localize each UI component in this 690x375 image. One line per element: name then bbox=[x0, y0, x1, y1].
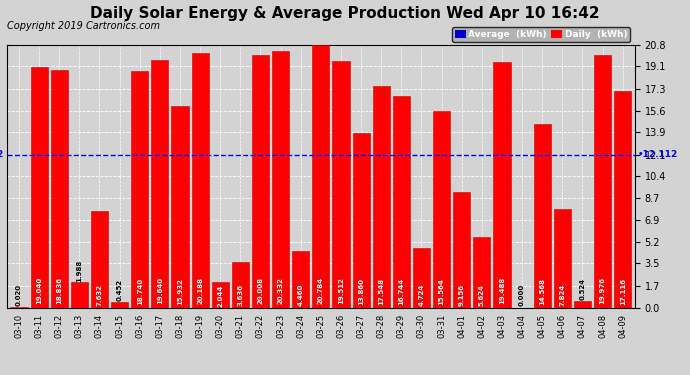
Text: 20.784: 20.784 bbox=[318, 277, 324, 304]
Text: 17.548: 17.548 bbox=[378, 278, 384, 304]
Bar bbox=[333, 61, 350, 308]
Text: 19.512: 19.512 bbox=[338, 278, 344, 304]
Bar bbox=[353, 133, 370, 308]
Bar bbox=[212, 282, 229, 308]
Bar bbox=[574, 301, 591, 307]
Text: 4.724: 4.724 bbox=[418, 284, 424, 306]
Text: 0.452: 0.452 bbox=[117, 279, 123, 301]
Text: 18.740: 18.740 bbox=[137, 277, 143, 304]
Bar bbox=[473, 237, 491, 308]
Bar bbox=[393, 96, 410, 308]
Bar bbox=[614, 92, 631, 308]
Text: 3.636: 3.636 bbox=[237, 284, 244, 306]
Text: 2.044: 2.044 bbox=[217, 284, 224, 307]
Text: 18.836: 18.836 bbox=[56, 278, 62, 304]
Text: •12.112: •12.112 bbox=[638, 150, 678, 159]
Text: 16.744: 16.744 bbox=[398, 278, 404, 305]
Text: 20.008: 20.008 bbox=[257, 278, 264, 304]
Bar bbox=[493, 62, 511, 308]
Text: 9.156: 9.156 bbox=[459, 284, 465, 306]
Text: 7.824: 7.824 bbox=[560, 284, 565, 306]
Text: 15.932: 15.932 bbox=[177, 278, 183, 305]
Text: Copyright 2019 Cartronics.com: Copyright 2019 Cartronics.com bbox=[7, 21, 160, 31]
Text: 0.524: 0.524 bbox=[580, 278, 586, 300]
Bar bbox=[252, 55, 269, 308]
Bar bbox=[171, 106, 188, 308]
Bar bbox=[192, 53, 208, 307]
Bar bbox=[50, 70, 68, 308]
Bar bbox=[131, 71, 148, 308]
Text: 1.988: 1.988 bbox=[77, 260, 82, 282]
Bar bbox=[91, 211, 108, 308]
Bar bbox=[30, 67, 48, 308]
Text: 17.116: 17.116 bbox=[620, 278, 626, 305]
Text: 0.000: 0.000 bbox=[519, 284, 525, 306]
Text: 19.640: 19.640 bbox=[157, 277, 163, 304]
Text: 20.332: 20.332 bbox=[277, 278, 284, 304]
Bar bbox=[232, 262, 249, 308]
Bar bbox=[533, 124, 551, 308]
Bar bbox=[272, 51, 289, 308]
Bar bbox=[413, 248, 430, 308]
Bar bbox=[71, 282, 88, 308]
Bar bbox=[433, 111, 450, 308]
Text: 14.568: 14.568 bbox=[539, 278, 545, 305]
Bar bbox=[594, 56, 611, 308]
Text: Daily Solar Energy & Average Production Wed Apr 10 16:42: Daily Solar Energy & Average Production … bbox=[90, 6, 600, 21]
Text: 20.188: 20.188 bbox=[197, 278, 203, 304]
Text: 5.624: 5.624 bbox=[479, 284, 485, 306]
Text: •12.112: •12.112 bbox=[0, 150, 4, 159]
Text: 19.976: 19.976 bbox=[600, 278, 606, 304]
Text: 19.040: 19.040 bbox=[36, 277, 42, 304]
Bar bbox=[151, 60, 168, 308]
Text: 4.460: 4.460 bbox=[297, 284, 304, 306]
Legend: Average  (kWh), Daily  (kWh): Average (kWh), Daily (kWh) bbox=[452, 27, 630, 42]
Text: 0.020: 0.020 bbox=[16, 284, 22, 306]
Bar bbox=[554, 209, 571, 308]
Bar bbox=[373, 86, 390, 308]
Bar bbox=[453, 192, 471, 308]
Bar bbox=[313, 45, 329, 308]
Text: 15.564: 15.564 bbox=[439, 278, 444, 305]
Bar bbox=[111, 302, 128, 307]
Text: 13.860: 13.860 bbox=[358, 278, 364, 305]
Text: 19.488: 19.488 bbox=[499, 277, 505, 304]
Bar bbox=[292, 251, 309, 308]
Text: 7.632: 7.632 bbox=[97, 284, 103, 306]
